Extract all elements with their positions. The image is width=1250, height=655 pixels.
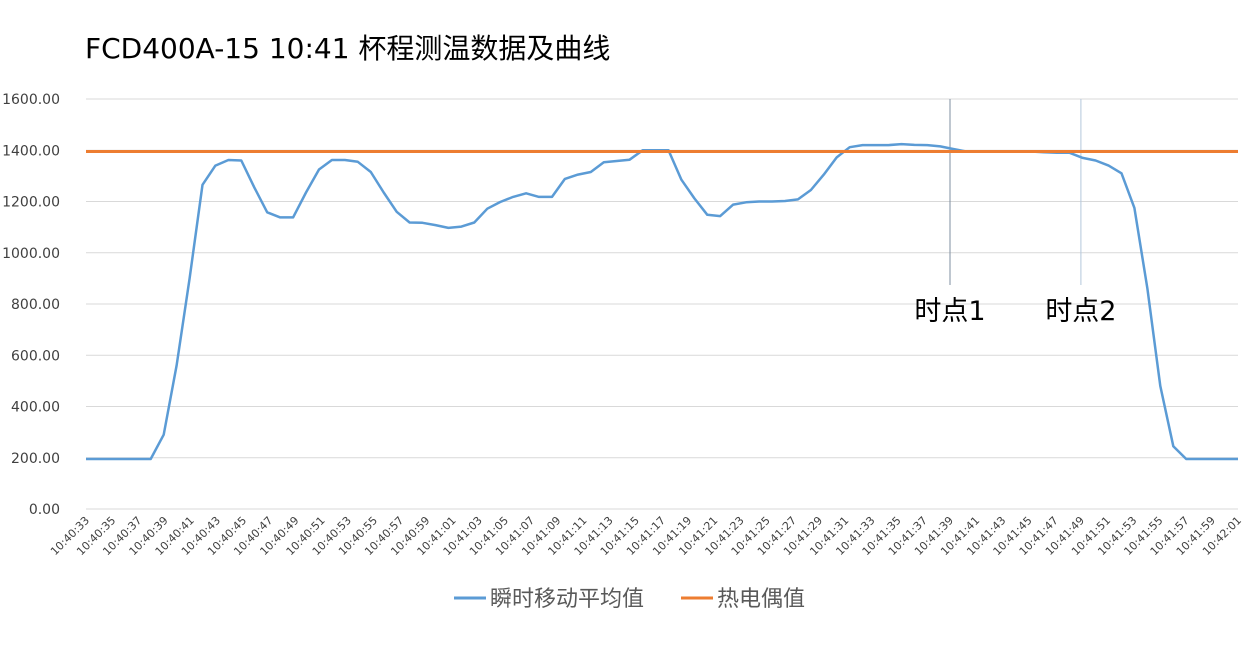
y-tick-label: 800.00 xyxy=(11,297,60,313)
annotations: 时点1 时点2 xyxy=(914,99,1117,327)
y-tick-label: 1400.00 xyxy=(2,143,60,159)
annotation-label-2: 时点2 xyxy=(1045,296,1116,327)
y-tick-label: 1600.00 xyxy=(2,92,60,108)
y-tick-label: 1000.00 xyxy=(2,246,60,262)
y-tick-label: 200.00 xyxy=(11,451,60,467)
series xyxy=(86,142,1238,461)
y-tick-label: 400.00 xyxy=(11,400,60,416)
y-axis: 0.00 200.00 400.00 600.00 800.00 1000.00 1200.… xyxy=(2,92,60,518)
y-tick-label: 600.00 xyxy=(11,348,60,364)
legend-label-moving-average: 瞬时移动平均值 xyxy=(490,587,644,612)
legend: 瞬时移动平均值 热电偶值 xyxy=(454,587,805,612)
annotation-label-1: 时点1 xyxy=(914,296,985,327)
chart-title: FCD400A-15 10:41 杯程测温数据及曲线 xyxy=(85,32,610,65)
y-tick-label: 0.00 xyxy=(29,502,60,518)
legend-label-thermocouple: 热电偶值 xyxy=(717,587,805,612)
grid xyxy=(86,98,1238,510)
x-axis: 10:40:3310:40:3510:40:3710:40:3910:40:41… xyxy=(48,514,1244,558)
y-tick-label: 1200.00 xyxy=(2,195,60,211)
